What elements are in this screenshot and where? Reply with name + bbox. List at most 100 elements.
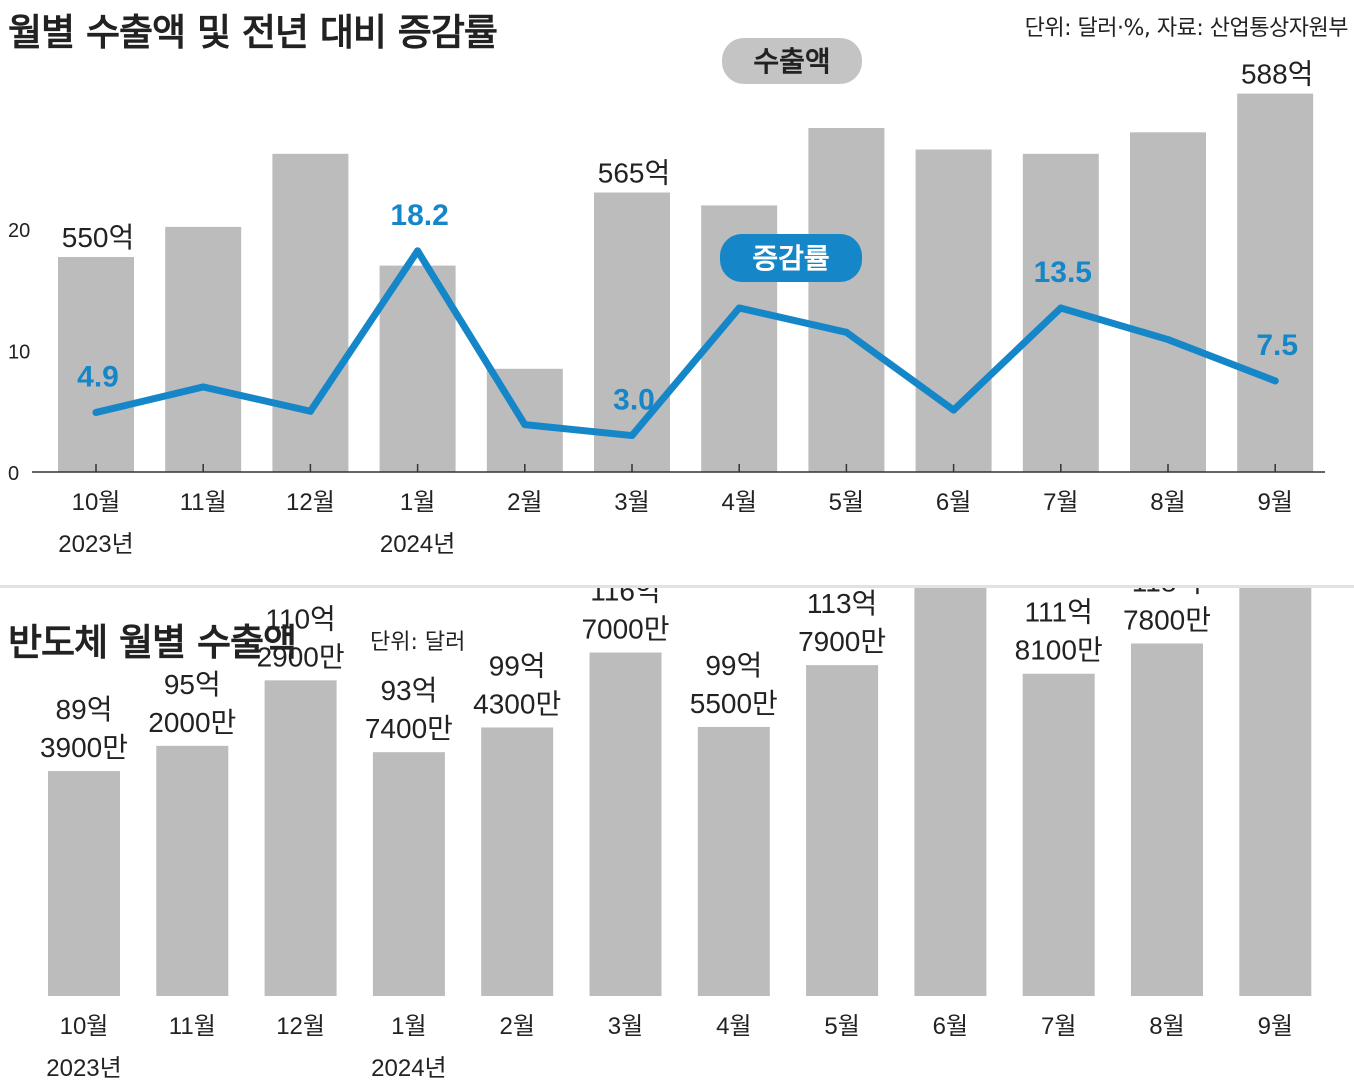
x-tick-label: 2월 <box>499 1013 534 1040</box>
legend-rate-pill <box>720 234 862 282</box>
growth-rate-point <box>1057 304 1065 312</box>
x-tick-label: 5월 <box>824 1013 859 1040</box>
semiconductor-value-top: 118억 <box>1132 588 1202 597</box>
year-label: 2023년 <box>46 1055 121 1082</box>
semiconductor-bar <box>264 680 337 996</box>
x-tick-label: 7월 <box>1041 1013 1076 1040</box>
semiconductor-bar <box>156 745 229 996</box>
x-tick-label: 2월 <box>507 489 542 516</box>
x-tick-label: 8월 <box>1150 489 1185 516</box>
growth-rate-point <box>199 383 207 391</box>
semiconductor-bar <box>806 665 879 996</box>
chart2-title: 반도체 월별 수출액 <box>8 621 297 664</box>
growth-rate-label: 18.2 <box>390 199 448 232</box>
semiconductor-value-top: 113억 <box>807 588 877 619</box>
semiconductor-value-top: 95억 <box>164 669 221 700</box>
export-bar <box>165 226 242 472</box>
x-tick-label: 11월 <box>180 489 227 516</box>
chart1-title: 월별 수출액 및 전년 대비 증감률 <box>8 11 498 54</box>
x-tick-label: 3월 <box>608 1013 643 1040</box>
growth-rate-label: 13.5 <box>1034 256 1092 289</box>
growth-rate-label: 4.9 <box>77 360 119 393</box>
x-tick-label: 6월 <box>933 1013 968 1040</box>
x-tick-label: 12월 <box>276 1013 325 1040</box>
x-tick-label: 8월 <box>1149 1013 1184 1040</box>
year-label: 2023년 <box>58 531 133 558</box>
semiconductor-value-bottom: 8100만 <box>1015 635 1103 666</box>
x-tick-label: 10월 <box>72 489 121 516</box>
semiconductor-value-top: 89억 <box>56 694 113 725</box>
semiconductor-bar <box>481 727 554 996</box>
growth-rate-point <box>1164 336 1172 344</box>
export-bar <box>808 128 885 472</box>
section-divider <box>0 585 1354 588</box>
x-tick-label: 6월 <box>936 489 971 516</box>
chart2-unit: 단위: 달러 <box>370 630 466 655</box>
legend-rate-text: 증감률 <box>752 243 829 274</box>
x-tick-label: 3월 <box>614 489 649 516</box>
growth-rate-point <box>735 304 743 312</box>
x-tick-label: 10월 <box>60 1013 109 1040</box>
export-bar <box>272 153 349 473</box>
semiconductor-value-bottom: 2000만 <box>148 707 236 738</box>
growth-rate-point <box>1271 377 1279 385</box>
semiconductor-value-top: 99억 <box>705 650 762 681</box>
year-label: 2024년 <box>371 1055 446 1082</box>
export-bar <box>915 149 992 472</box>
growth-rate-point <box>414 247 422 255</box>
semiconductor-value-bottom: 4300만 <box>473 688 561 719</box>
semiconductor-value-top: 111억 <box>1025 597 1093 628</box>
y-tick-label: 10 <box>8 342 30 364</box>
semiconductor-chart: 89억 3900만 95억 2000만 110억 2900만 93억 7400만 99억 4300… <box>40 588 1312 1082</box>
export-bar <box>594 192 670 472</box>
semiconductor-bar <box>1239 588 1312 996</box>
export-value-label: 550억 <box>62 222 134 253</box>
semiconductor-bar <box>1131 643 1203 996</box>
semiconductor-value-bottom: 7900만 <box>798 626 886 657</box>
legend-export-pill <box>722 38 862 84</box>
x-tick-label: 12월 <box>286 489 335 516</box>
growth-rate-point <box>628 432 636 440</box>
y-tick-label: 20 <box>8 220 30 242</box>
semiconductor-bar <box>589 652 662 996</box>
export-chart: 0 10 20 10월 2023년 11월 12월 1월 2024년 2월 3월 4월 5월 6월 7월 8월… <box>8 38 1325 558</box>
x-tick-label: 4월 <box>721 489 756 516</box>
x-tick-label: 9월 <box>1258 1013 1293 1040</box>
semiconductor-value-bottom: 7000만 <box>581 614 669 645</box>
legend-export-text: 수출액 <box>753 46 830 77</box>
semiconductor-bar <box>914 588 987 996</box>
export-value-label: 588억 <box>1241 59 1313 90</box>
growth-rate-point <box>306 407 314 415</box>
x-tick-label: 9월 <box>1257 489 1292 516</box>
semiconductor-value-bottom: 2900만 <box>257 641 345 672</box>
x-tick-label: 7월 <box>1043 489 1078 516</box>
growth-rate-point <box>950 406 958 414</box>
semiconductor-bar <box>1022 673 1095 996</box>
growth-rate-point <box>842 328 850 336</box>
semiconductor-bar <box>372 752 445 996</box>
growth-rate-label: 3.0 <box>613 384 655 417</box>
semiconductor-value-top: 99억 <box>489 650 546 681</box>
semiconductor-value-bottom: 5500만 <box>690 688 778 719</box>
x-tick-label: 4월 <box>716 1013 751 1040</box>
x-tick-label: 11월 <box>169 1013 216 1040</box>
y-tick-label: 0 <box>8 463 19 485</box>
semiconductor-value-bottom: 3900만 <box>40 732 128 763</box>
x-tick-label: 1월 <box>391 1013 426 1040</box>
export-bar <box>1237 93 1314 472</box>
export-bar <box>58 257 134 472</box>
year-label: 2024년 <box>380 531 455 558</box>
semiconductor-value-top: 93억 <box>380 675 437 706</box>
semiconductor-value-bottom: 7400만 <box>365 713 453 744</box>
semiconductor-bar <box>697 726 770 996</box>
export-value-label: 565억 <box>598 158 670 189</box>
export-bar <box>379 265 456 472</box>
growth-rate-point <box>92 408 100 416</box>
semiconductor-bar <box>48 771 120 996</box>
semiconductor-value-top: 110억 <box>265 603 335 634</box>
export-bar <box>1130 132 1206 473</box>
growth-rate-line <box>92 247 1279 440</box>
x-tick-label: 1월 <box>400 489 435 516</box>
growth-rate-point <box>521 421 529 429</box>
x-tick-label: 5월 <box>829 489 864 516</box>
